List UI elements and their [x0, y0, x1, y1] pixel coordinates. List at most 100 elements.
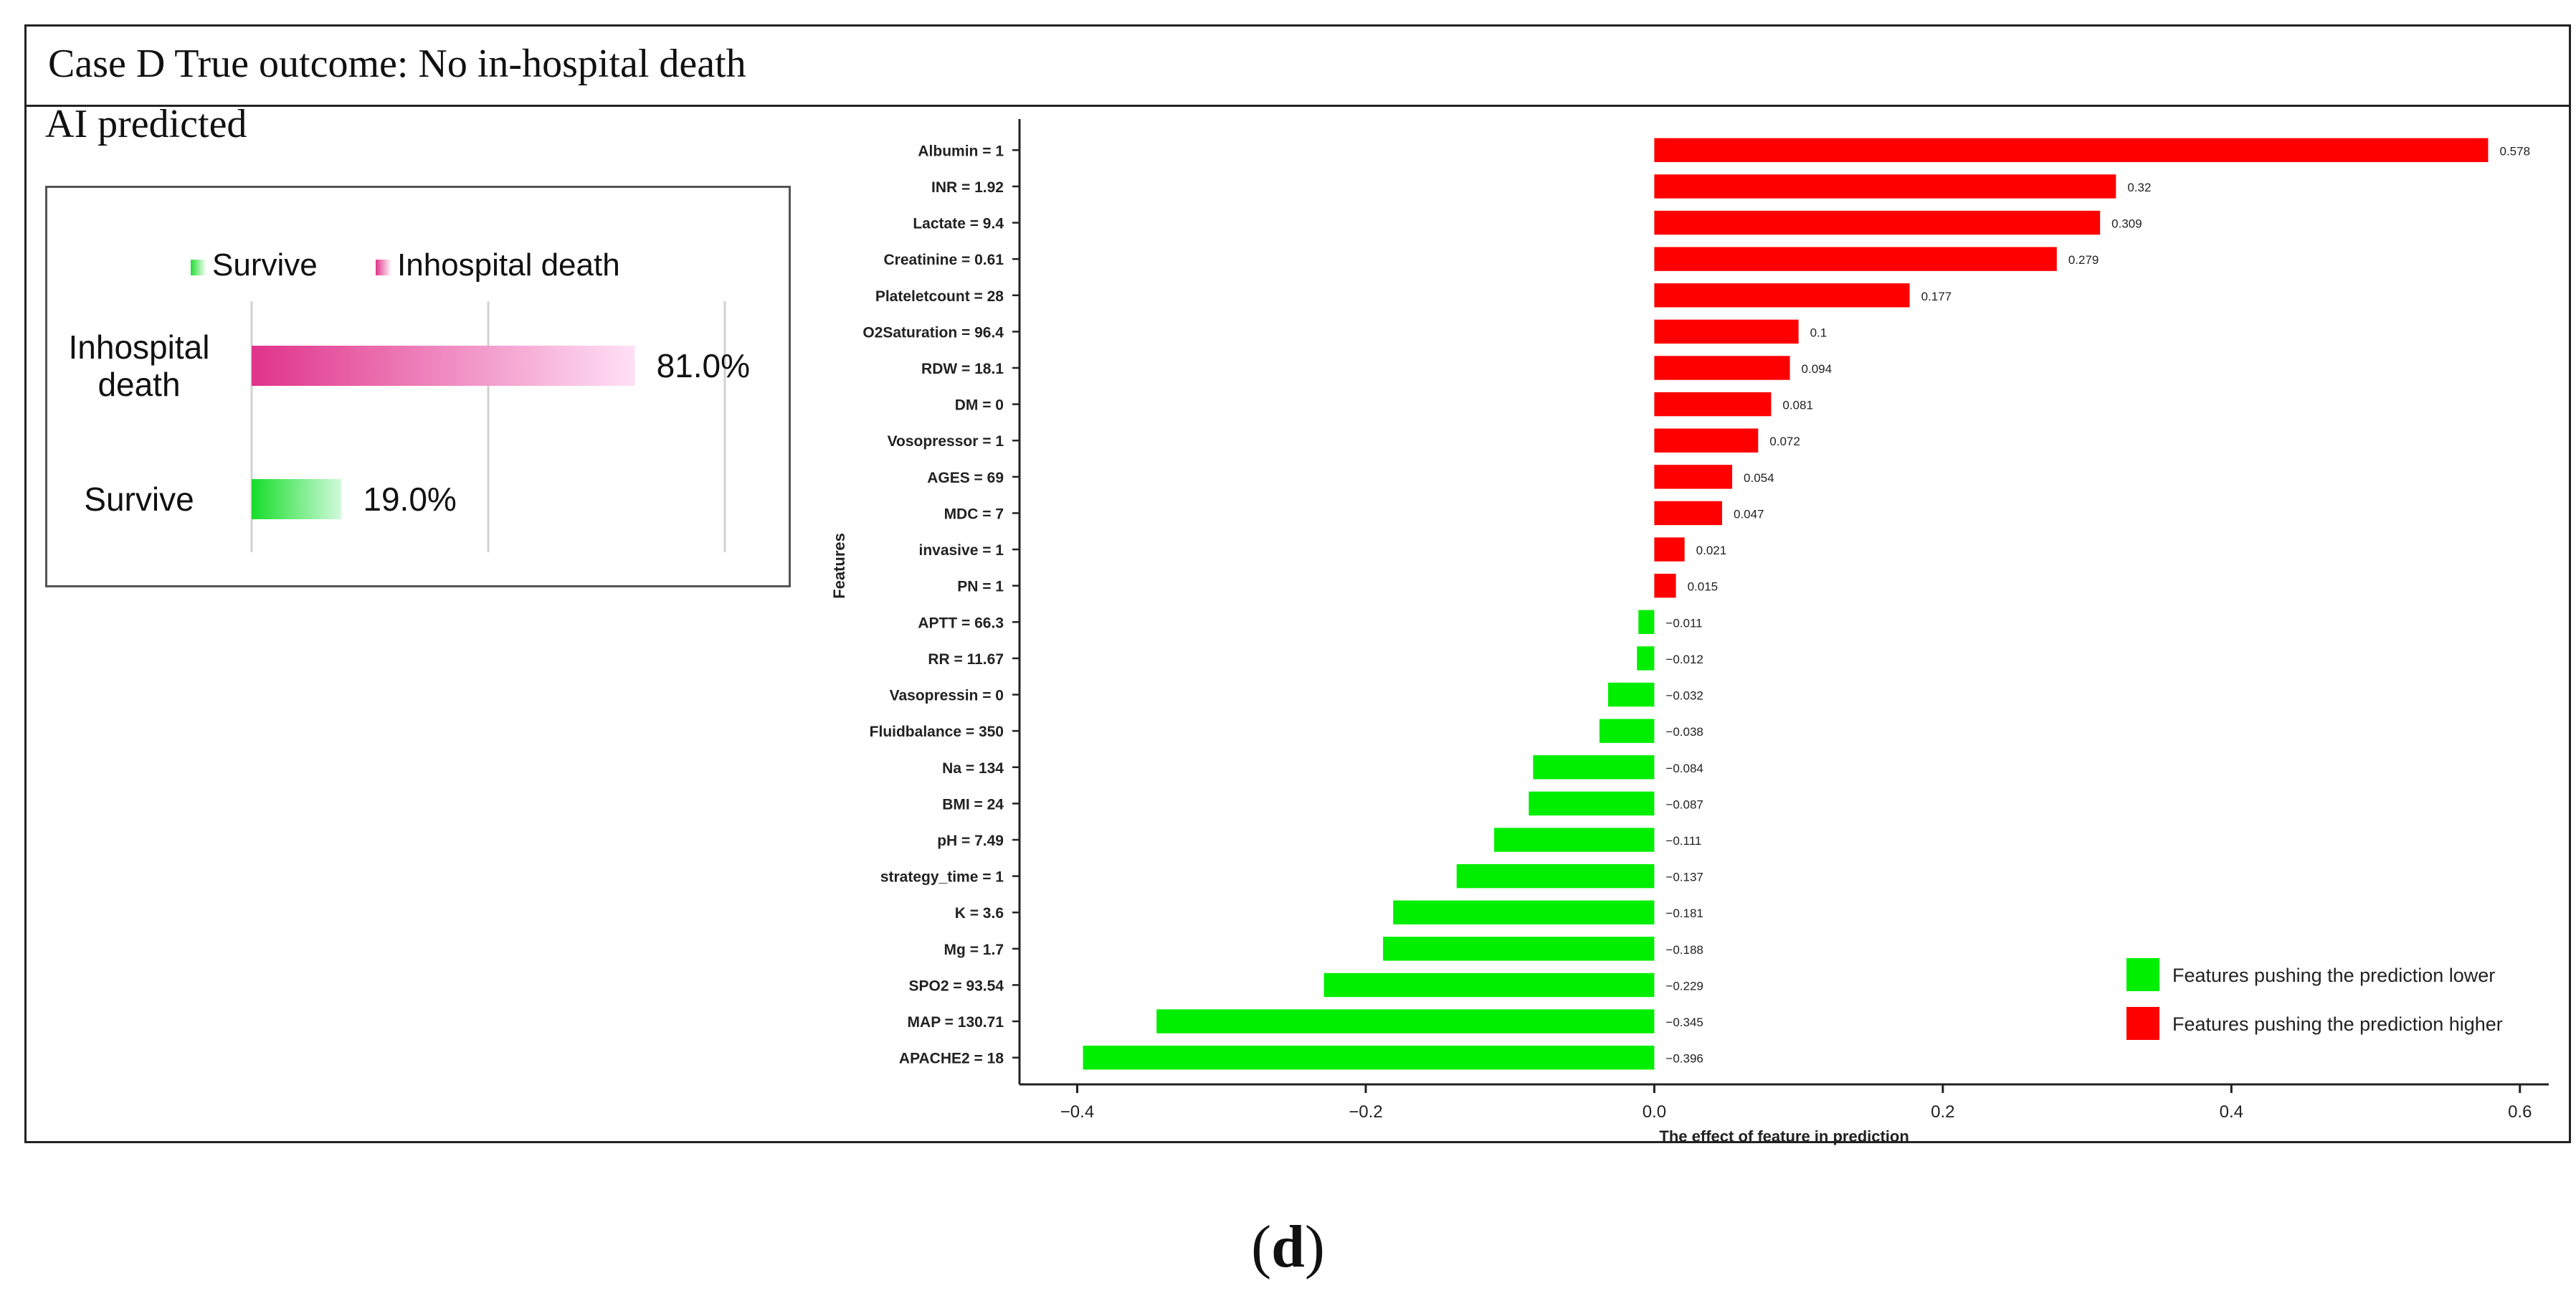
prob-value-label-1: 19.0%: [363, 481, 456, 518]
bar-12: [1654, 573, 1676, 598]
category-label-10: MDC = 7: [944, 506, 1004, 522]
value-label-1: 0.32: [2127, 181, 2151, 194]
value-label-6: 0.094: [1802, 362, 1833, 376]
category-label-11: invasive = 1: [918, 542, 1004, 559]
value-label-15: −0.032: [1665, 689, 1703, 703]
value-label-17: −0.084: [1665, 762, 1703, 775]
category-label-23: SPO2 = 93.54: [908, 978, 1004, 994]
value-label-7: 0.081: [1782, 399, 1813, 412]
value-label-0: 0.578: [2499, 144, 2530, 158]
category-label-18: BMI = 24: [942, 796, 1004, 813]
ai-predicted-title: AI predicted: [45, 102, 247, 146]
x-tick-label-3: 0.2: [1931, 1102, 1954, 1122]
value-label-12: 0.015: [1688, 580, 1719, 594]
bar-21: [1393, 900, 1655, 924]
value-label-20: −0.137: [1665, 871, 1703, 884]
category-label-2: Lactate = 9.4: [913, 216, 1004, 232]
category-label-14: RR = 11.67: [928, 651, 1004, 668]
category-label-15: Vasopressin = 0: [890, 688, 1004, 704]
value-label-21: −0.181: [1665, 907, 1703, 920]
bar-7: [1654, 392, 1772, 417]
feature-effect-chart: −0.4 −0.2 0.0 0.2 0.4 0.6 Albumin = 1 0.578 INR …: [830, 119, 2549, 1145]
bar-4: [1654, 283, 1910, 308]
bar-17: [1533, 755, 1655, 780]
value-label-2: 0.309: [2111, 217, 2142, 231]
value-label-23: −0.229: [1665, 979, 1703, 993]
value-label-8: 0.072: [1769, 435, 1800, 448]
bar-20: [1456, 863, 1655, 889]
y-axis-title: Features: [830, 533, 848, 599]
bar-0: [1654, 138, 2489, 163]
bar-22: [1383, 937, 1655, 961]
legend-swatch-0: [191, 260, 206, 275]
prediction-panel: Survive Inhospital death Inhospital death 81…: [45, 186, 791, 587]
category-label-4: Plateletcount = 28: [875, 288, 1004, 305]
legend-swatch-1: [376, 260, 391, 275]
value-label-3: 0.279: [2068, 253, 2099, 267]
bar-8: [1654, 428, 1759, 453]
category-label-21: K = 3.6: [955, 905, 1004, 922]
bar-14: [1637, 646, 1655, 671]
category-label-13: APTT = 66.3: [918, 615, 1004, 631]
legend-label-1: Features pushing the prediction higher: [2172, 1013, 2503, 1035]
category-label-3: Creatinine = 0.61: [884, 252, 1004, 268]
legend-swatch-1: [2126, 1007, 2159, 1040]
x-tick-label-4: 0.4: [2220, 1102, 2243, 1122]
category-label-9: AGES = 69: [927, 470, 1004, 486]
value-label-13: −0.011: [1665, 616, 1702, 630]
category-label-12: PN = 1: [957, 579, 1004, 595]
bar-18: [1529, 791, 1655, 816]
x-axis-title: The effect of feature in prediction: [1659, 1127, 1909, 1145]
prob-bar-label-1-0: Survive: [84, 481, 194, 518]
value-label-25: −0.396: [1665, 1052, 1703, 1066]
value-label-16: −0.038: [1665, 725, 1703, 739]
prob-bar-label-0-0: Inhospital: [69, 328, 210, 366]
value-label-24: −0.345: [1665, 1016, 1703, 1029]
figure-frame: Case D True outcome: No in-hospital deat…: [24, 24, 2571, 1143]
legend-label-1: Inhospital death: [397, 247, 620, 283]
x-tick-label-0: −0.4: [1060, 1102, 1094, 1122]
bar-19: [1494, 828, 1655, 852]
value-label-11: 0.021: [1696, 544, 1727, 557]
value-label-14: −0.012: [1665, 653, 1703, 666]
category-label-7: DM = 0: [955, 397, 1004, 414]
value-label-19: −0.111: [1665, 834, 1701, 848]
bar-15: [1608, 682, 1655, 707]
category-label-20: strategy_time = 1: [880, 869, 1004, 886]
bar-10: [1654, 501, 1722, 526]
prob-bar-0: [252, 346, 635, 386]
category-label-0: Albumin = 1: [918, 143, 1004, 159]
bar-6: [1654, 356, 1790, 380]
legend-swatch-0: [2126, 958, 2159, 991]
case-title: Case D True outcome: No in-hospital deat…: [48, 42, 746, 86]
category-label-19: pH = 7.49: [937, 833, 1004, 849]
category-label-6: RDW = 18.1: [921, 361, 1004, 377]
bar-2: [1654, 210, 2101, 235]
bar-5: [1654, 319, 1799, 344]
caption-close: ): [1304, 1213, 1325, 1280]
value-label-4: 0.177: [1921, 290, 1952, 303]
caption-open: (: [1251, 1213, 1272, 1280]
legend-label-0: Survive: [212, 247, 318, 283]
bar-3: [1654, 247, 2057, 271]
category-label-5: O2Saturation = 96.4: [862, 324, 1004, 341]
x-tick-label-5: 0.6: [2508, 1102, 2532, 1122]
caption-letter: d: [1271, 1213, 1305, 1280]
category-label-16: Fluidbalance = 350: [870, 724, 1004, 740]
bar-23: [1323, 973, 1655, 998]
x-tick-label-1: −0.2: [1349, 1102, 1382, 1122]
bar-24: [1156, 1009, 1655, 1033]
case-header: Case D True outcome: No in-hospital deat…: [27, 27, 2569, 107]
prob-bar-label-0-1: death: [98, 366, 180, 403]
prob-value-label-0: 81.0%: [657, 347, 750, 384]
prob-bar-1: [252, 479, 342, 519]
value-label-22: −0.188: [1665, 943, 1703, 957]
legend-label-0: Features pushing the prediction lower: [2172, 965, 2495, 986]
category-label-17: Na = 134: [942, 760, 1004, 777]
bar-11: [1654, 537, 1685, 562]
bar-1: [1654, 174, 2116, 199]
value-label-9: 0.054: [1744, 471, 1774, 485]
category-label-8: Vosopressor = 1: [888, 433, 1004, 450]
value-label-10: 0.047: [1734, 507, 1764, 521]
